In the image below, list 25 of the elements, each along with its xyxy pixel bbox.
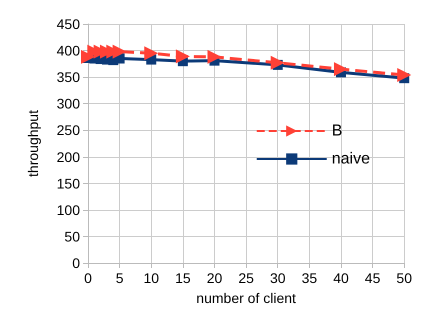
y-tick-label: 200 [56, 148, 80, 165]
x-tick-label: 50 [396, 270, 412, 286]
x-tick-label: 40 [333, 270, 349, 286]
y-axis-title: throughput [25, 110, 41, 177]
x-tick-label: 10 [143, 270, 160, 286]
y-tick-label: 0 [72, 255, 80, 271]
y-tick-label: 100 [56, 202, 80, 218]
y-tick-label: 450 [56, 16, 80, 32]
x-tick-label: 30 [270, 270, 286, 286]
x-tick-label: 5 [116, 270, 124, 286]
y-tick-label: 150 [56, 175, 80, 192]
y-tick-label: 50 [64, 228, 80, 244]
y-tick-label: 300 [56, 96, 80, 112]
y-tick-label: 250 [56, 122, 80, 138]
y-tick-label: 350 [56, 69, 80, 86]
x-tick-label: 45 [364, 270, 381, 286]
legend-label: B [332, 122, 342, 140]
x-tick-label: 15 [175, 270, 191, 286]
x-tick-label: 35 [302, 270, 318, 286]
y-tick-label: 400 [56, 42, 80, 59]
x-tick-label: 0 [84, 270, 92, 286]
x-axis-title: number of client [196, 290, 296, 306]
x-tick-label: 20 [206, 270, 222, 286]
legend-label: naive [332, 150, 370, 168]
x-tick-label: 25 [238, 270, 254, 286]
